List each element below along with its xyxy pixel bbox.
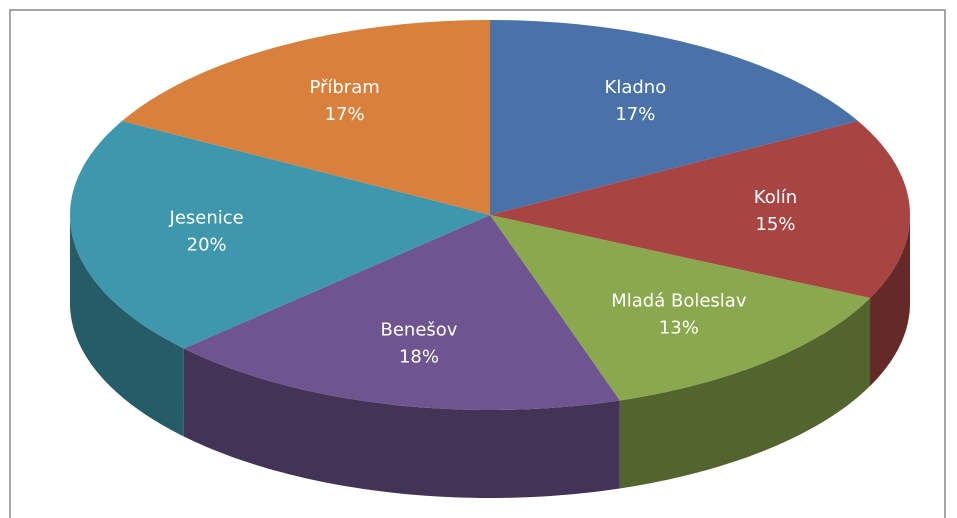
slice-value-label: 20% [187, 235, 227, 256]
pie-slice [183, 215, 620, 410]
slice-value-label: 18% [399, 346, 439, 367]
slice-value-label: 15% [755, 214, 795, 235]
slice-label: Jesenice [169, 208, 244, 229]
slice-label: Benešov [380, 319, 457, 340]
slice-label: Kladno [605, 77, 667, 98]
slice-value-label: 17% [325, 104, 365, 125]
pie-slice-side [870, 215, 910, 387]
slice-label: Kolín [754, 187, 797, 208]
pie-slice [70, 121, 490, 349]
pie-slice-side [619, 298, 871, 489]
pie-slice [490, 20, 859, 215]
pie-slice [121, 20, 490, 215]
slice-label: Mladá Boleslav [611, 290, 747, 311]
slice-value-label: 17% [615, 104, 655, 125]
pie-slice [490, 121, 910, 299]
slice-label: Příbram [309, 77, 379, 98]
pie-slice [490, 215, 871, 401]
slice-value-label: 13% [659, 317, 699, 338]
pie-slice-side [70, 215, 184, 437]
pie-slice-side [183, 348, 620, 498]
